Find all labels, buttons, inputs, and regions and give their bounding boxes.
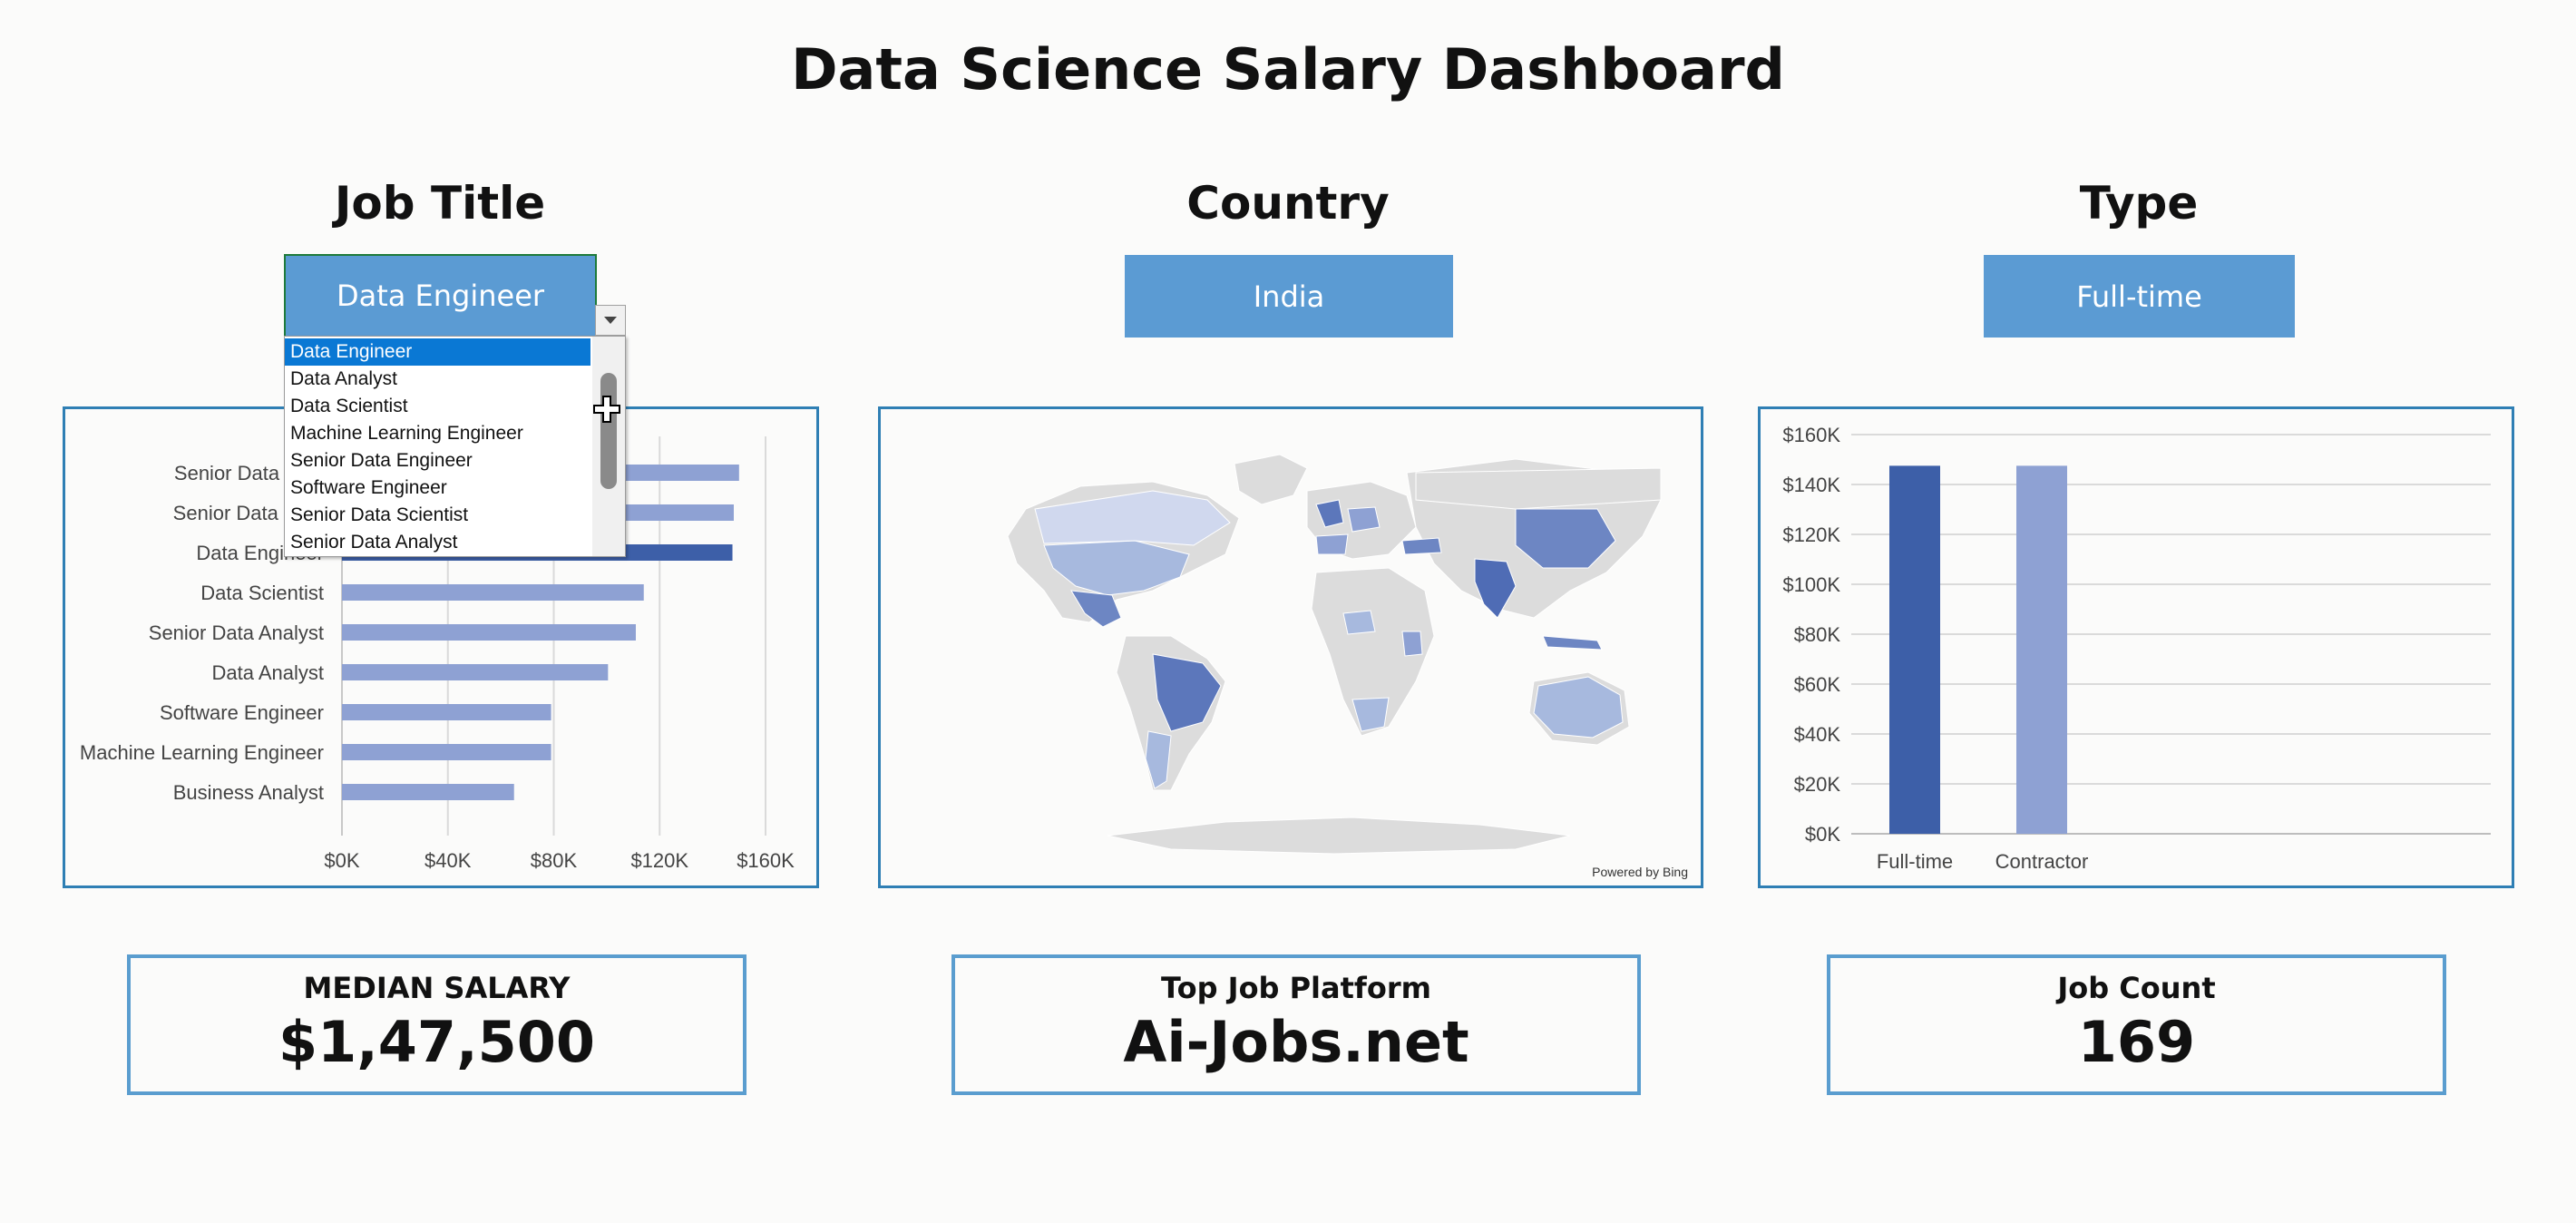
bar-full-time[interactable]: [1889, 465, 1940, 834]
bar-machine-learning-engineer[interactable]: [342, 744, 551, 760]
dropdown-option-data-analyst[interactable]: Data Analyst: [290, 368, 397, 389]
y-tick-label: $160K: [1782, 424, 1840, 446]
y-tick-label: $140K: [1782, 474, 1840, 496]
map-argentina: [1145, 730, 1172, 789]
y-tick-label: $120K: [1782, 523, 1840, 546]
category-label: Data Analyst: [211, 661, 324, 684]
job-count-card: Job Count 169: [1827, 954, 2446, 1095]
job-title-dropdown-list[interactable]: Data Engineer Data Analyst Data Scientist M…: [284, 336, 626, 557]
map-uk-region: [1315, 499, 1344, 528]
median-salary-value: $1,47,500: [278, 1009, 596, 1075]
map-greenland: [1234, 454, 1308, 505]
map-russia: [1415, 467, 1662, 510]
bar-senior-data-analyst[interactable]: [342, 624, 636, 641]
country-slicer[interactable]: India: [1125, 255, 1453, 338]
top-platform-label: Top Job Platform: [1161, 971, 1431, 1005]
x-tick-label: $120K: [630, 849, 688, 872]
dropdown-option-software-engineer[interactable]: Software Engineer: [290, 477, 447, 498]
dropdown-option-data-scientist[interactable]: Data Scientist: [290, 396, 408, 416]
job-count-value: 169: [2077, 1009, 2196, 1075]
median-salary-card: MEDIAN SALARY $1,47,500: [127, 954, 746, 1095]
bar-data-scientist[interactable]: [342, 584, 644, 601]
map-brazil: [1152, 653, 1222, 732]
dropdown-option-senior-data-engineer[interactable]: Senior Data Engineer: [290, 450, 473, 471]
x-tick-label: $0K: [324, 849, 359, 872]
x-tick-label: $160K: [737, 849, 795, 872]
category-label: Contractor: [1995, 850, 2089, 873]
map-germany: [1347, 506, 1381, 533]
map-turkey: [1401, 537, 1442, 555]
country-map-panel: Powered by Bing: [878, 406, 1703, 888]
y-tick-label: $0K: [1805, 823, 1840, 846]
category-label: Data Scientist: [200, 582, 324, 604]
world-map: Powered by Bing: [1007, 454, 1688, 879]
top-platform-card: Top Job Platform Ai-Jobs.net: [951, 954, 1641, 1095]
dropdown-option-senior-data-scientist[interactable]: Senior Data Scientist: [290, 504, 469, 525]
map-usa: [1043, 540, 1190, 596]
job-count-label: Job Count: [2057, 971, 2216, 1005]
bar-software-engineer[interactable]: [342, 704, 551, 720]
type-salary-chart: $0K $20K $40K $60K $80K $100K $120K $140K $160K F…: [1782, 424, 2491, 873]
map-africa: [1311, 567, 1435, 737]
type-slicer[interactable]: Full-time: [1984, 255, 2295, 338]
cursor-cross-icon: [593, 396, 620, 423]
y-tick-label: $40K: [1794, 723, 1841, 746]
bar-contractor[interactable]: [2016, 465, 2067, 834]
map-antarctica: [1107, 817, 1571, 855]
category-label: Business Analyst: [173, 781, 324, 804]
map-kenya: [1401, 631, 1423, 657]
dropdown-option-machine-learning-engineer[interactable]: Machine Learning Engineer: [290, 423, 523, 444]
dropdown-option-data-engineer[interactable]: Data Engineer: [285, 338, 590, 366]
map-south-africa: [1351, 697, 1390, 732]
top-platform-value: Ai-Jobs.net: [1123, 1009, 1469, 1075]
scrollbar-thumb[interactable]: [600, 373, 617, 489]
bar-data-analyst[interactable]: [342, 664, 609, 680]
map-indonesia: [1542, 635, 1603, 651]
type-chart-panel: $0K $20K $40K $60K $80K $100K $120K $140K $160K F…: [1758, 406, 2514, 888]
map-spain: [1315, 533, 1349, 555]
map-attribution: Powered by Bing: [1592, 865, 1688, 879]
y-tick-label: $100K: [1782, 573, 1840, 596]
y-tick-label: $80K: [1794, 623, 1841, 646]
median-salary-label: MEDIAN SALARY: [303, 971, 571, 1005]
chevron-down-icon: [604, 317, 617, 324]
x-tick-label: $80K: [531, 849, 578, 872]
dropdown-option-senior-data-analyst[interactable]: Senior Data Analyst: [290, 532, 458, 553]
bar-business-analyst[interactable]: [342, 784, 514, 800]
job-title-slicer[interactable]: Data Engineer: [284, 254, 597, 338]
map-india: [1474, 558, 1517, 619]
category-label: Software Engineer: [160, 701, 324, 724]
type-label: Type: [2079, 177, 2199, 230]
category-label: Full-time: [1877, 850, 1953, 873]
y-tick-label: $20K: [1794, 773, 1841, 796]
dropdown-scrollbar[interactable]: [592, 337, 625, 556]
map-nigeria: [1342, 610, 1376, 635]
job-title-label: Job Title: [334, 177, 546, 230]
dropdown-arrow-button[interactable]: [595, 305, 626, 336]
y-tick-label: $60K: [1794, 673, 1841, 696]
category-label: Machine Learning Engineer: [80, 741, 324, 764]
x-tick-label: $40K: [424, 849, 472, 872]
dashboard-title: Data Science Salary Dashboard: [791, 36, 1785, 103]
map-canada: [1034, 490, 1231, 546]
category-label: Senior Data Analyst: [149, 621, 324, 644]
map-australia-fill: [1533, 676, 1624, 739]
map-china: [1515, 508, 1616, 569]
map-mexico: [1070, 590, 1122, 628]
country-label: Country: [1186, 177, 1390, 230]
